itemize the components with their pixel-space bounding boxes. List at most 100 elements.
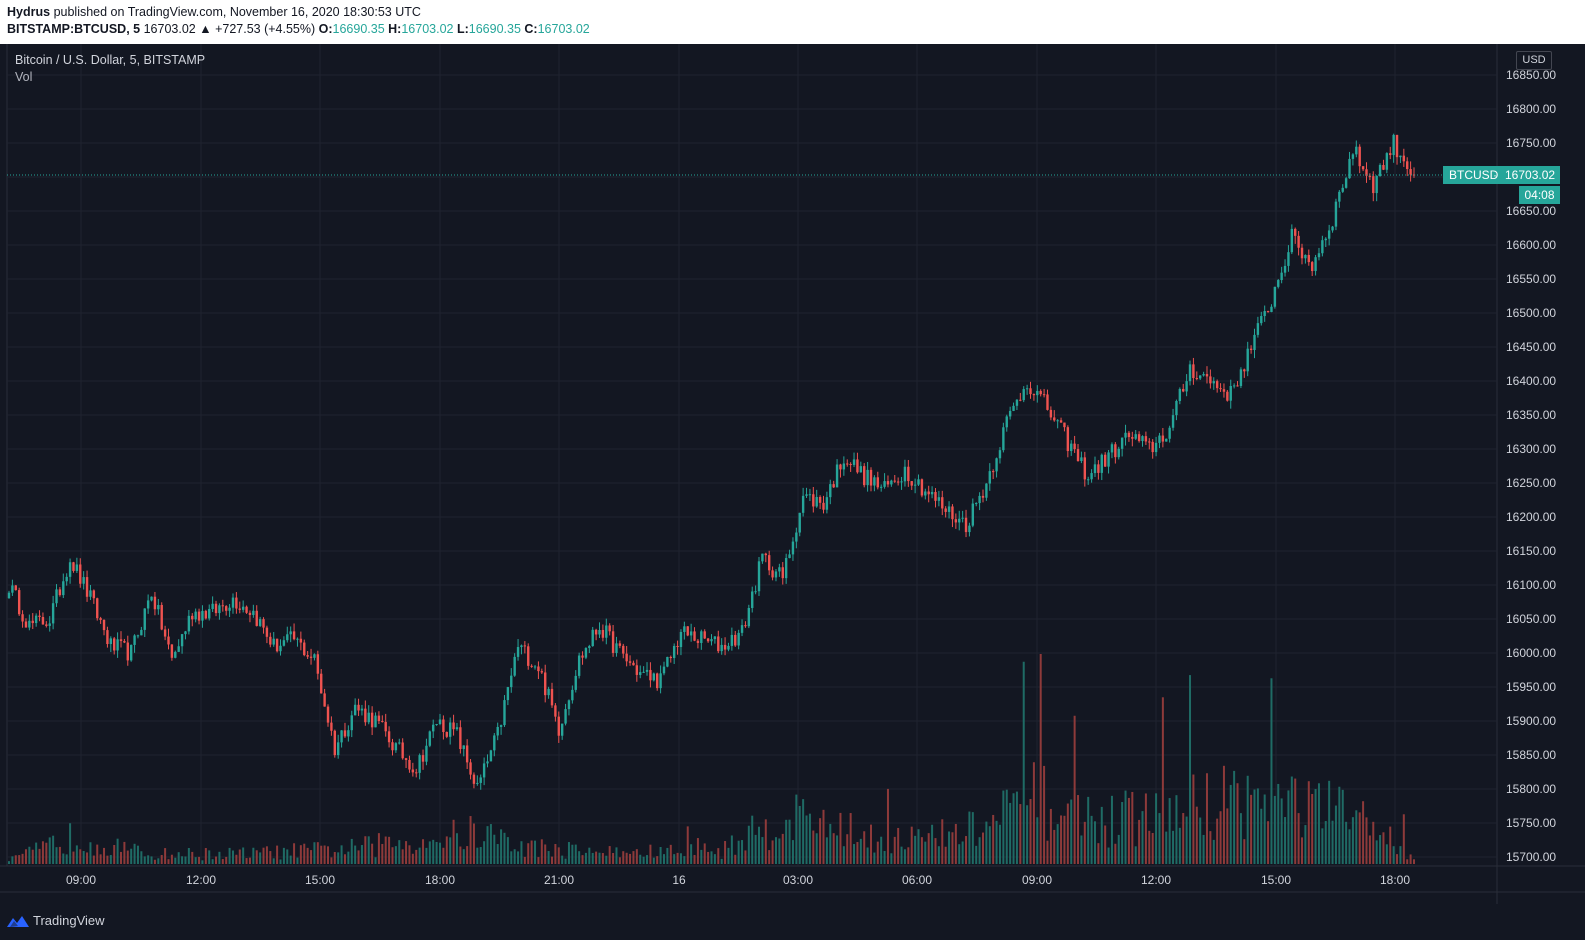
volume-bar [35, 842, 38, 864]
volume-bar [1083, 821, 1086, 864]
volume-bar [177, 852, 180, 864]
candle-body [659, 673, 662, 689]
volume-bar [1134, 846, 1137, 864]
candle-body [1151, 441, 1154, 453]
volume-bar [357, 850, 360, 864]
volume-bar [215, 856, 218, 864]
candle-body [771, 570, 774, 578]
last-price-symbol: BTCUSD [1449, 168, 1499, 182]
candle-body [839, 464, 842, 470]
volume-bar [1060, 815, 1063, 864]
candle-body [652, 673, 656, 681]
volume-bar [388, 836, 391, 864]
volume-bar [164, 848, 167, 864]
volume-bar [174, 857, 177, 864]
volume-bar [829, 823, 832, 864]
candle-body [1277, 280, 1280, 287]
candle-body [106, 630, 109, 645]
volume-legend[interactable]: Vol [15, 70, 33, 84]
volume-bar [296, 857, 299, 864]
volume-bar [710, 851, 713, 864]
candle-body [85, 577, 89, 597]
volume-bar [428, 841, 431, 864]
chart-legend-title[interactable]: Bitcoin / U.S. Dollar, 5, BITSTAMP [15, 53, 206, 67]
candle-body [34, 615, 38, 624]
volume-bar [588, 847, 591, 864]
candle-body [751, 591, 754, 608]
volume-bar [1253, 789, 1256, 864]
volume-bar [693, 854, 696, 864]
candle-body [1056, 420, 1059, 422]
candle-body [958, 518, 961, 523]
tradingview-logo-icon[interactable] [7, 915, 29, 929]
candle-body [1348, 158, 1351, 179]
candle-body [672, 645, 676, 659]
volume-bar [1406, 859, 1409, 864]
currency-badge[interactable]: USD [1516, 51, 1552, 70]
volume-bar [483, 841, 486, 864]
volume-bar [469, 816, 472, 864]
volume-bar [890, 853, 893, 864]
chart-area[interactable]: 16850.0016800.0016750.0016700.0016650.00… [0, 44, 1585, 904]
candle-body [1120, 437, 1124, 449]
tradingview-brand[interactable]: TradingView [33, 913, 105, 928]
candle-body [391, 742, 394, 751]
volume-bar [981, 832, 984, 864]
volume-bar [540, 839, 543, 864]
volume-bar [1012, 793, 1015, 864]
volume-bar [1321, 828, 1324, 864]
candle-body [1029, 388, 1032, 395]
candle-body [167, 636, 170, 645]
volume-bar [136, 845, 139, 864]
candle-body [903, 466, 907, 482]
candle-body [842, 463, 846, 470]
candle-body [1192, 364, 1195, 379]
volume-bar [1161, 697, 1164, 864]
price-tick-label: 16100.00 [1506, 578, 1556, 592]
volume-bar [703, 843, 706, 864]
candle-body [48, 623, 51, 626]
candlestick-chart[interactable]: 16850.0016800.0016750.0016700.0016650.00… [0, 44, 1585, 904]
candle-body [265, 627, 269, 637]
volume-bar [1107, 847, 1110, 864]
volume-bar [364, 836, 367, 864]
candle-body [1266, 311, 1270, 313]
candle-body [262, 619, 265, 628]
candle-body [197, 611, 201, 621]
candle-body [951, 506, 954, 520]
volume-bar [384, 836, 387, 864]
volume-bar [1148, 830, 1151, 864]
candle-body [873, 477, 876, 486]
volume-bar [1399, 846, 1402, 864]
volume-bar [1087, 796, 1090, 864]
candle-body [109, 638, 113, 645]
candle-body [530, 665, 533, 667]
candle-body [513, 656, 516, 676]
candle-body [818, 497, 822, 503]
candle-body [218, 605, 221, 614]
volume-bar [377, 833, 380, 864]
candle-body [1392, 134, 1395, 156]
author-name[interactable]: Hydrus [7, 5, 51, 19]
candle-body [1093, 464, 1097, 474]
volume-bar [310, 850, 313, 864]
volume-bar [883, 850, 886, 864]
candle-body [764, 553, 767, 556]
volume-bar [320, 845, 323, 864]
ohlc-line: BITSTAMP:BTCUSD, 5 16703.02 ▲ +727.53 (+… [7, 22, 590, 36]
volume-bar [1172, 830, 1175, 864]
candle-body [1409, 169, 1412, 175]
candle-body [971, 503, 975, 526]
candle-body [31, 620, 34, 624]
candle-body [622, 645, 625, 654]
volume-bar [696, 838, 699, 864]
candle-body [825, 497, 829, 510]
candle-body [934, 491, 937, 501]
candle-body [1351, 154, 1355, 159]
volume-bar [360, 845, 363, 864]
volume-bar [737, 840, 740, 864]
price-tick-label: 16600.00 [1506, 238, 1556, 252]
candle-body [635, 665, 639, 675]
volume-bar [1192, 774, 1195, 864]
volume-bar [1263, 794, 1266, 864]
